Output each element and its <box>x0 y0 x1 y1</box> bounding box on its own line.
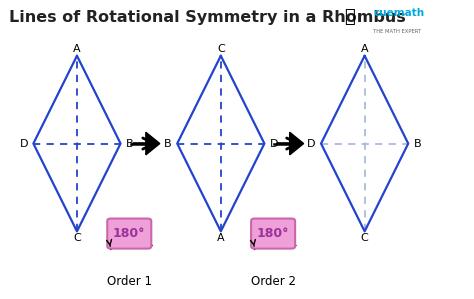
Text: 180°: 180° <box>113 227 146 240</box>
Polygon shape <box>290 132 304 155</box>
Text: D: D <box>307 138 316 149</box>
Text: 🚀: 🚀 <box>344 8 355 26</box>
Text: Order 1: Order 1 <box>107 275 152 289</box>
Text: cuemath: cuemath <box>374 8 425 18</box>
Text: A: A <box>361 44 368 54</box>
FancyBboxPatch shape <box>107 219 151 248</box>
Text: THE MATH EXPERT: THE MATH EXPERT <box>374 29 421 34</box>
Text: B: B <box>164 138 172 149</box>
Text: B: B <box>127 138 134 149</box>
Text: 180°: 180° <box>257 227 289 240</box>
Polygon shape <box>146 132 160 155</box>
FancyBboxPatch shape <box>251 219 295 248</box>
Text: Lines of Rotational Symmetry in a Rhombus: Lines of Rotational Symmetry in a Rhombu… <box>9 10 406 25</box>
Text: Order 2: Order 2 <box>251 275 296 289</box>
Text: A: A <box>73 44 81 54</box>
Text: D: D <box>270 138 278 149</box>
Text: B: B <box>414 138 422 149</box>
Text: A: A <box>217 233 225 243</box>
Text: C: C <box>217 44 225 54</box>
Text: C: C <box>361 233 368 243</box>
Text: C: C <box>73 233 81 243</box>
Text: D: D <box>19 138 28 149</box>
